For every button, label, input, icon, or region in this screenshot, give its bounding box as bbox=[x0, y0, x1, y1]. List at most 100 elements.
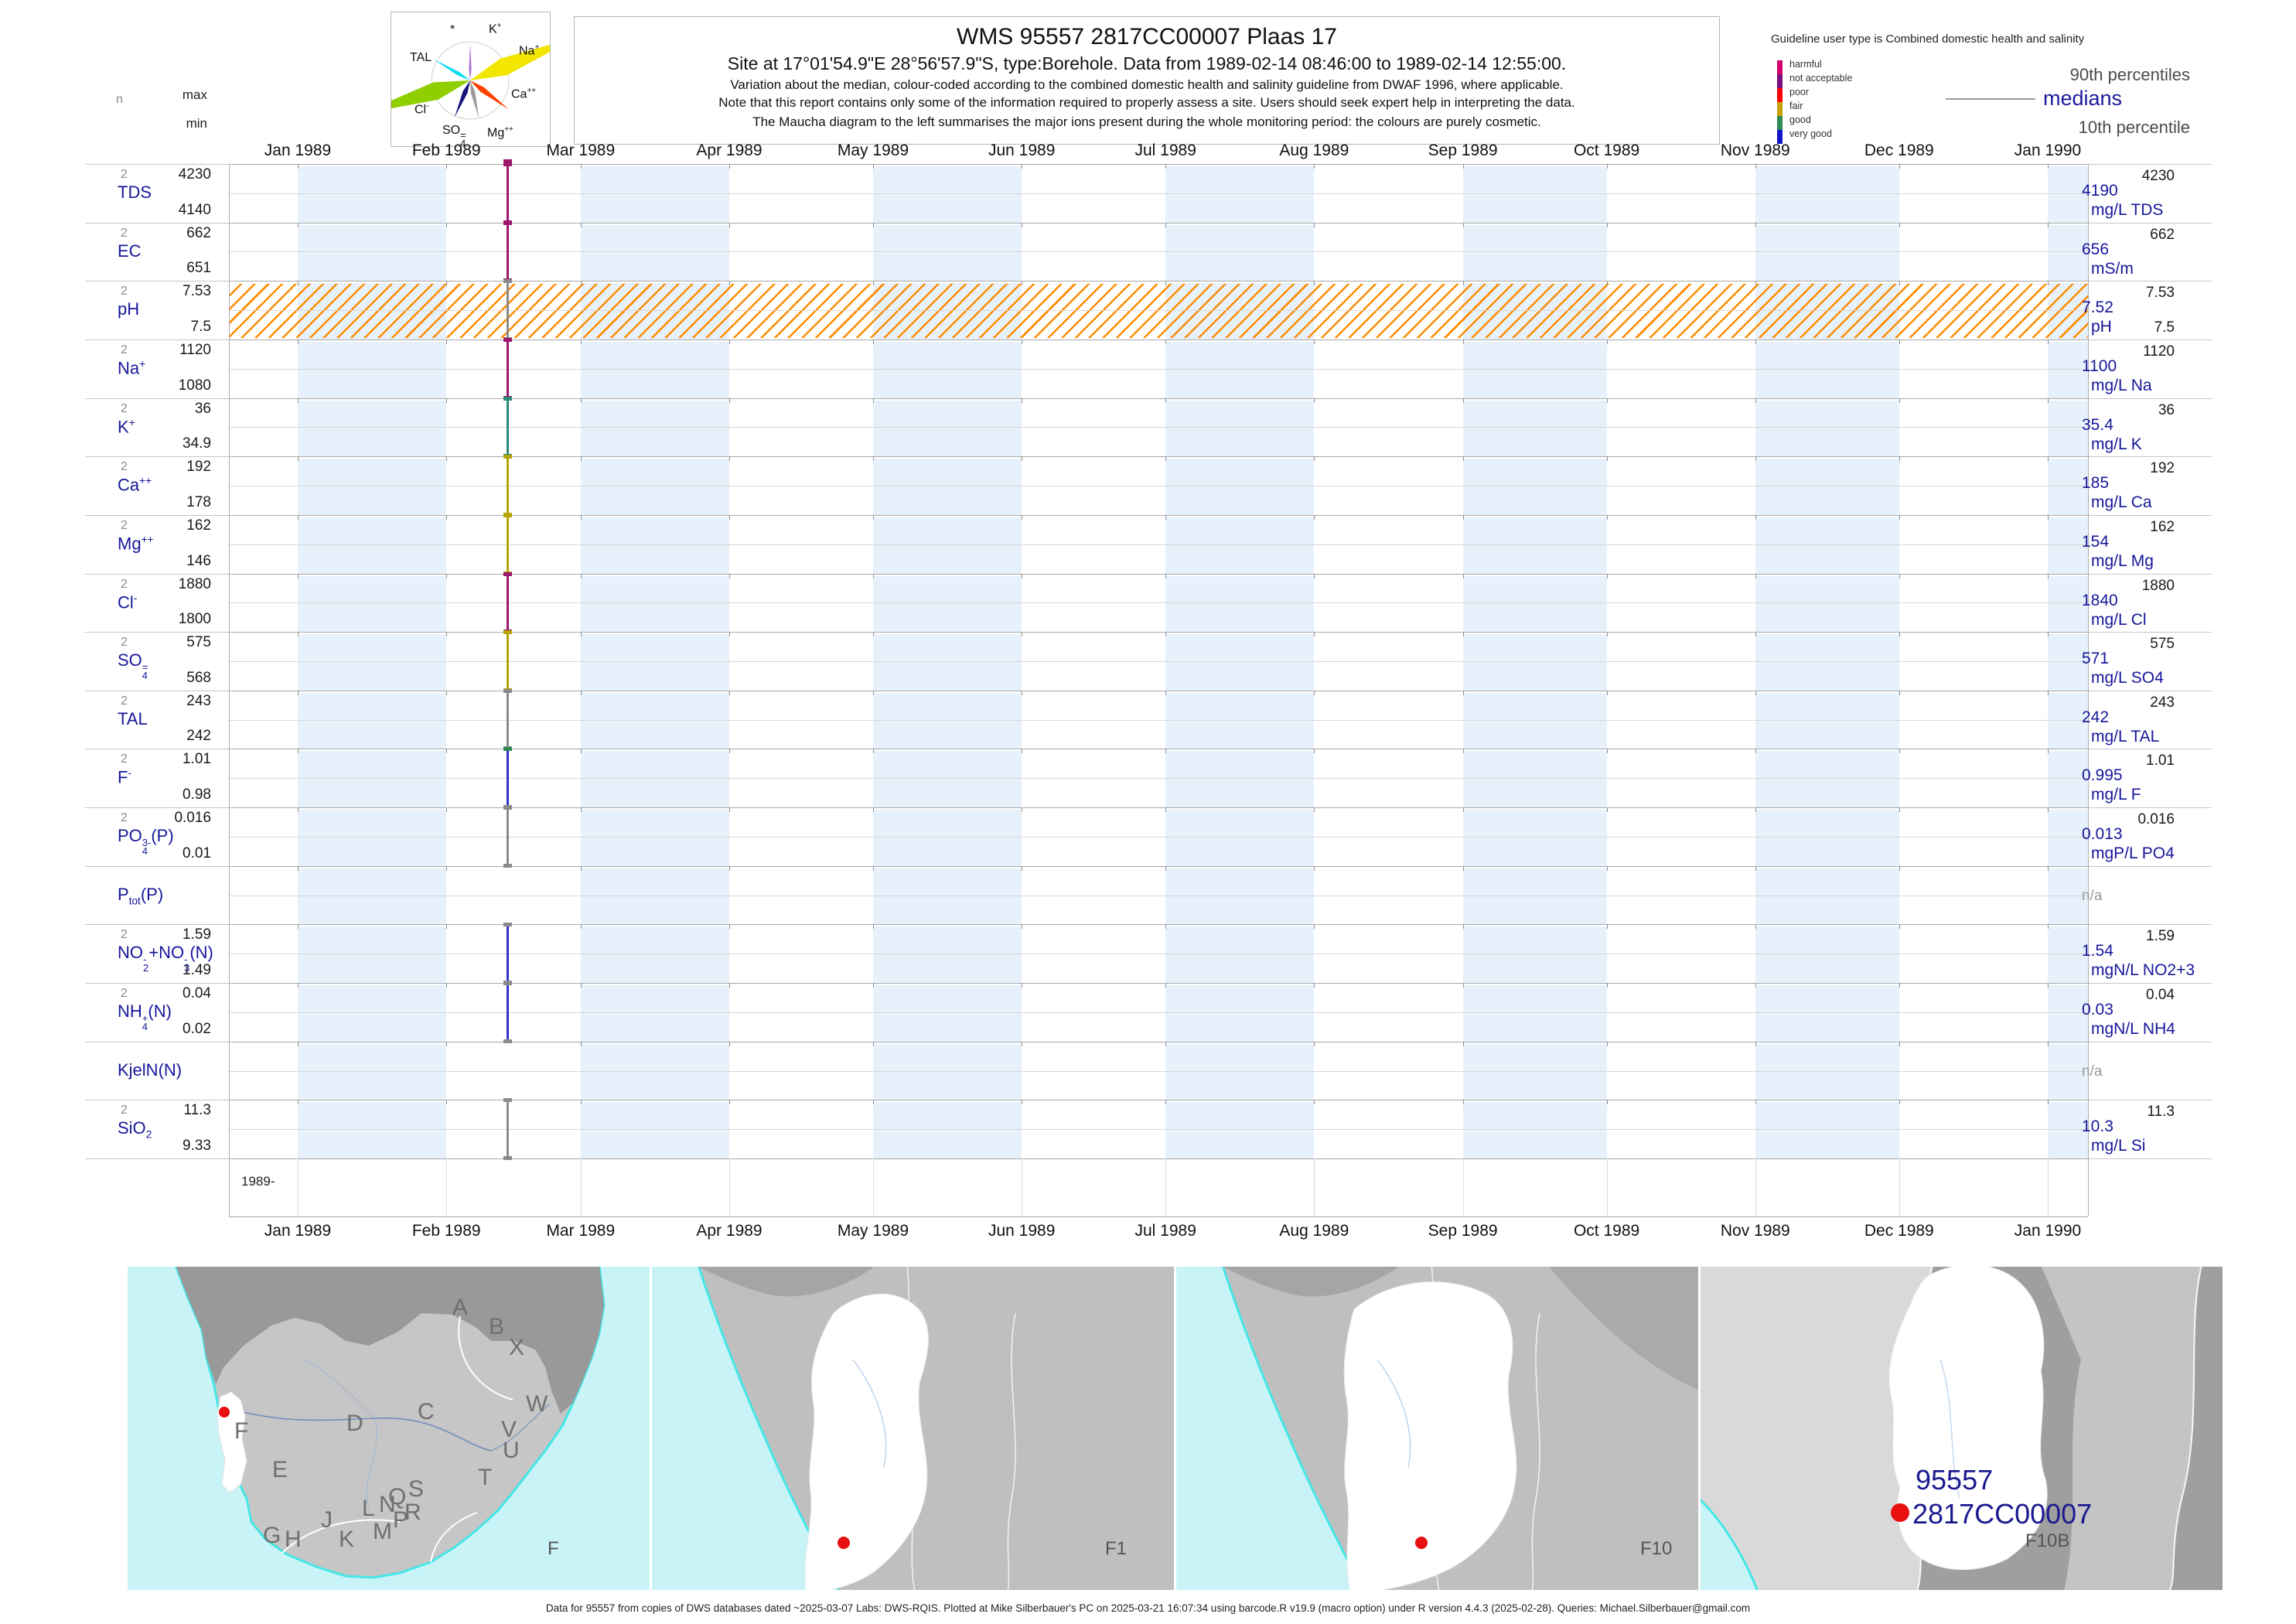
month-tick bbox=[1462, 749, 1464, 754]
month-tick bbox=[580, 456, 582, 462]
row-unit-label: mg/L Mg bbox=[2091, 551, 2154, 570]
maucha-so4-spike bbox=[454, 80, 470, 118]
header-max-label: max bbox=[182, 87, 207, 102]
month-tick bbox=[298, 339, 299, 344]
month-tick bbox=[446, 397, 448, 403]
month-tick bbox=[1165, 281, 1167, 286]
plot-mid-gridline bbox=[229, 368, 2088, 370]
month-shading-band bbox=[1755, 692, 1899, 749]
sample-whisker-line bbox=[507, 984, 509, 1040]
highlight-region bbox=[1343, 1281, 1517, 1590]
month-shading-band bbox=[1462, 166, 1607, 223]
row-p90-value: 1.01 bbox=[2146, 752, 2175, 769]
row-median-value: 0.013 bbox=[2082, 825, 2123, 844]
month-tick bbox=[446, 983, 448, 988]
month-tick bbox=[298, 514, 299, 520]
map-svg: F1 bbox=[652, 1267, 1174, 1590]
month-tick bbox=[298, 164, 299, 169]
month-tick bbox=[1899, 1041, 1900, 1046]
month-tick bbox=[1606, 573, 1608, 578]
month-shading-band bbox=[298, 1102, 447, 1158]
month-tick bbox=[2048, 1041, 2049, 1046]
month-tick bbox=[1606, 1100, 1608, 1105]
month-tick bbox=[1462, 807, 1464, 813]
month-tick bbox=[1165, 222, 1167, 227]
maucha-mg-spike bbox=[470, 80, 479, 118]
month-tick bbox=[1462, 222, 1464, 227]
row-parameter-label: EC bbox=[118, 241, 142, 261]
plot-gridline bbox=[229, 514, 2088, 516]
sample-whisker-line bbox=[507, 458, 509, 513]
highlight-catchment bbox=[1888, 1267, 2048, 1570]
guideline-class-label: very good bbox=[1789, 128, 1832, 139]
row-sample-count: 2 bbox=[121, 811, 128, 825]
year-row-month-line bbox=[729, 1158, 730, 1216]
row-max-value: 162 bbox=[186, 517, 211, 534]
month-tick bbox=[1899, 1100, 1900, 1105]
neighbour-region-2 bbox=[1548, 1267, 1698, 1390]
year-axis-label: 1989- bbox=[241, 1174, 275, 1189]
row-p90-value: 0.04 bbox=[2146, 987, 2175, 1004]
month-shading-band bbox=[873, 224, 1022, 281]
month-tick bbox=[729, 632, 730, 637]
sample-whisker-max-marker bbox=[503, 981, 512, 986]
sample-whisker-max-marker bbox=[503, 806, 512, 810]
month-shading-band bbox=[1165, 985, 1315, 1042]
row-max-value: 4230 bbox=[178, 166, 211, 183]
month-tick bbox=[1755, 807, 1756, 813]
month-label-bottom: Nov 1989 bbox=[1720, 1222, 1790, 1240]
row-median-value: 0.995 bbox=[2082, 766, 2123, 785]
month-tick bbox=[1462, 164, 1464, 169]
maucha-tal-spike bbox=[433, 59, 470, 80]
month-tick bbox=[1606, 456, 1608, 462]
month-shading-band bbox=[298, 751, 447, 808]
plot-gridline bbox=[229, 807, 2088, 809]
month-label-top: Jan 1990 bbox=[2014, 142, 2082, 159]
drainage-letter-J: J bbox=[321, 1507, 333, 1533]
month-tick bbox=[729, 573, 730, 578]
row-min-value: 242 bbox=[186, 728, 211, 745]
row-parameter-label: KjelN(N) bbox=[118, 1059, 183, 1080]
month-label-bottom: Feb 1989 bbox=[411, 1222, 481, 1240]
month-tick bbox=[580, 573, 582, 578]
month-shading-band bbox=[1462, 224, 1607, 281]
month-tick bbox=[298, 749, 299, 754]
row-min-value: 1800 bbox=[178, 611, 211, 628]
month-tick bbox=[2048, 749, 2049, 754]
month-tick bbox=[580, 983, 582, 988]
river bbox=[1939, 1359, 1960, 1499]
month-shading-band bbox=[2048, 341, 2088, 398]
month-tick bbox=[2048, 397, 2049, 403]
drainage-letter-X: X bbox=[509, 1335, 524, 1360]
month-tick bbox=[729, 514, 730, 520]
month-label-top: Mar 1989 bbox=[546, 142, 616, 159]
month-shading-band bbox=[1165, 166, 1315, 223]
month-tick bbox=[2048, 164, 2049, 169]
site-dot bbox=[838, 1537, 850, 1549]
plot-gridline bbox=[229, 924, 2088, 926]
month-label-bottom: May 1989 bbox=[837, 1222, 909, 1240]
maucha-star-icon bbox=[391, 41, 550, 120]
row-sample-count: 2 bbox=[121, 1104, 128, 1117]
month-tick bbox=[1314, 632, 1315, 637]
row-max-value: 0.04 bbox=[183, 985, 211, 1002]
sample-whisker-line bbox=[507, 399, 509, 455]
month-tick bbox=[298, 632, 299, 637]
month-tick bbox=[1165, 573, 1167, 578]
month-tick bbox=[1755, 690, 1756, 695]
month-tick bbox=[1314, 281, 1315, 286]
month-tick bbox=[873, 514, 874, 520]
row-parameter-label: TDS bbox=[118, 183, 152, 202]
month-tick bbox=[1314, 339, 1315, 344]
month-tick bbox=[1462, 339, 1464, 344]
month-tick bbox=[1314, 924, 1315, 930]
month-shading-band bbox=[298, 517, 447, 574]
month-tick bbox=[1755, 573, 1756, 578]
month-shading-band bbox=[1755, 224, 1899, 281]
month-tick bbox=[580, 865, 582, 871]
month-tick bbox=[1755, 514, 1756, 520]
guideline-class-swatch-harmful bbox=[1777, 60, 1783, 74]
